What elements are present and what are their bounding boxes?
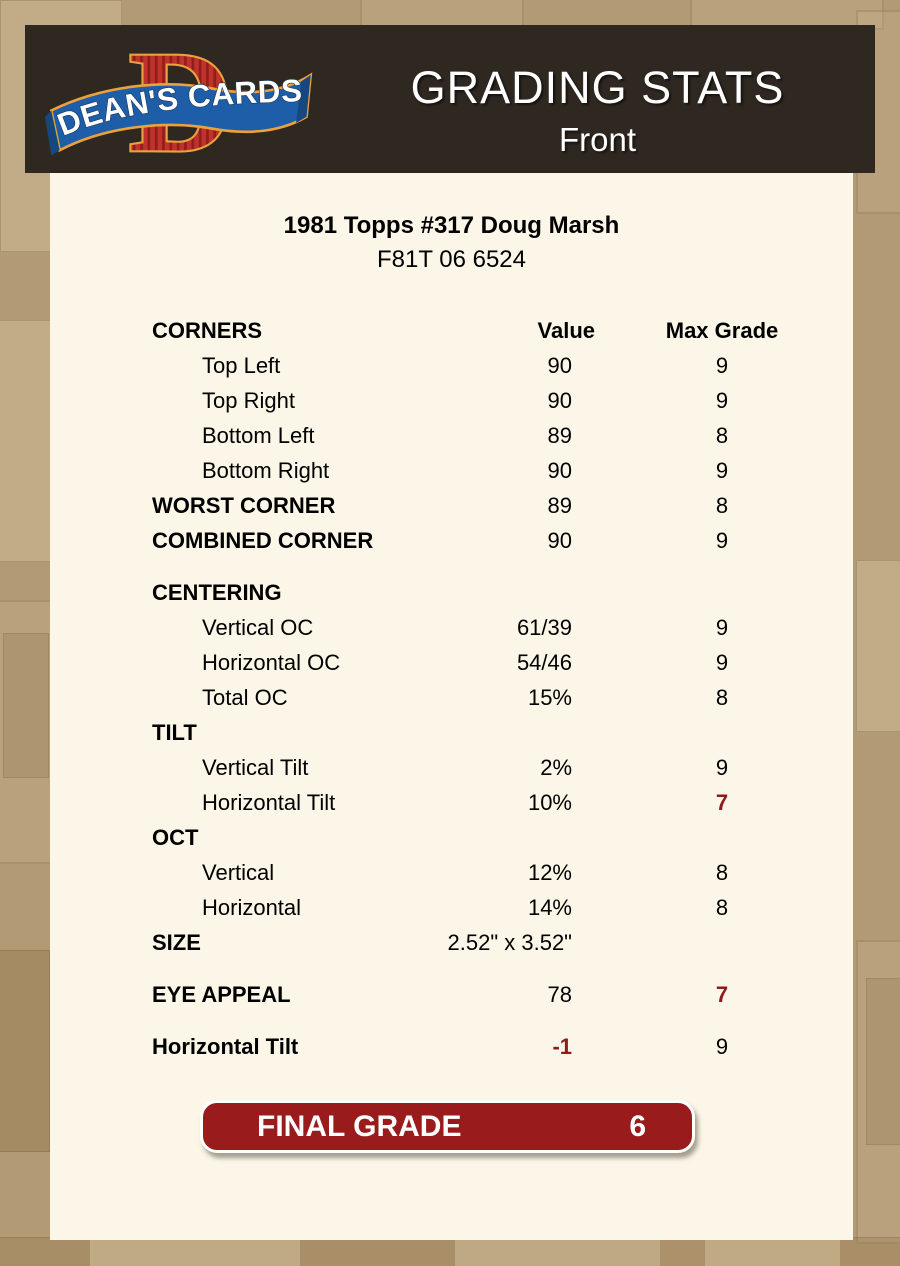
cell-grade: 9 [715,614,729,640]
card-serial-number: F81T 06 6524 [376,246,526,273]
cell-grade: Max Grade [665,317,779,343]
cell-value: 15% [527,684,572,710]
header: D DEAN'S CARDS GRADING STATS Front [25,25,875,173]
cell-label: Horizontal [202,894,302,920]
cell-label: CENTERING [152,579,282,605]
cell-label: OCT [152,824,199,850]
cell-value: 14% [527,894,572,920]
page-subtitle: Front [558,121,637,158]
cell-value: 2% [540,754,572,780]
cell-value: 61/39 [516,614,572,640]
cell-value: 90 [547,352,572,378]
cell-label: Vertical [202,859,275,885]
table-row: Horizontal OC 54/46 9 [152,645,852,680]
logo-ribbon-fold [296,74,311,124]
table-row: SIZE 2.52" x 3.52" [152,925,852,960]
cell-grade: 8 [715,859,729,885]
cell-value: 89 [547,492,572,518]
cell-value: 89 [547,422,572,448]
table-row: Horizontal Tilt 10% 7 [152,785,852,820]
cell-value: 54/46 [516,649,572,675]
cell-grade: 9 [715,457,729,483]
card-title: 1981 Topps #317 Doug Marsh [283,212,620,239]
table-row: Top Right 90 9 [152,383,852,418]
table-row: Vertical 12% 8 [152,855,852,890]
cell-value: -1 [552,1033,572,1059]
background-card [0,950,50,1152]
page-title: GRADING STATS [410,62,785,113]
background-card [0,600,58,864]
cell-value: 90 [547,387,572,413]
cell-label: Vertical OC [202,614,314,640]
cell-grade: 8 [715,492,729,518]
cell-label: WORST CORNER [152,492,336,518]
final-grade-button[interactable]: FINAL GRADE 6 [200,1100,695,1153]
cell-label: TILT [152,719,197,745]
cell-label: EYE APPEAL [152,981,291,1007]
table-row: TILT [152,715,852,750]
cell-label: Horizontal Tilt [202,789,336,815]
table-row: Bottom Right 90 9 [152,453,852,488]
cell-value: 12% [527,859,572,885]
background-card-strip [0,1237,900,1266]
table-row: COMBINED CORNER 90 9 [152,523,852,558]
final-grade-label: FINAL GRADE [257,1109,462,1143]
cell-grade: 9 [715,649,729,675]
table-row: WORST CORNER 89 8 [152,488,852,523]
table-row: Bottom Left 89 8 [152,418,852,453]
table-row: EYE APPEAL 78 7 [152,977,852,1012]
cell-grade: 9 [715,754,729,780]
cell-label: Top Right [202,387,295,413]
table-row: Total OC 15% 8 [152,680,852,715]
cell-grade: 9 [715,352,729,378]
table-row: Horizontal 14% 8 [152,890,852,925]
table-row: OCT [152,820,852,855]
cell-label: Top Left [202,352,281,378]
cell-value: 2.52" x 3.52" [447,929,572,955]
cell-grade: 8 [715,422,729,448]
cell-label: Vertical Tilt [202,754,309,780]
logo-ribbon-fold [45,110,60,156]
table-row: CENTERING [152,575,852,610]
cell-grade: 7 [715,981,729,1007]
header-text: GRADING STATS Front [325,25,870,173]
cell-value: 78 [547,981,572,1007]
table-header-row: CORNERS Value Max Grade [152,313,852,348]
cell-label: Total OC [202,684,288,710]
cell-label: COMBINED CORNER [152,527,374,553]
final-grade-value: 6 [629,1109,646,1143]
background-card [0,320,52,562]
cell-grade: 8 [715,894,729,920]
cell-grade: 8 [715,684,729,710]
table-row: Top Left 90 9 [152,348,852,383]
table-row: Vertical OC 61/39 9 [152,610,852,645]
cell-label: Horizontal OC [202,649,341,675]
cell-grade: 7 [715,789,729,815]
cell-label: Horizontal Tilt [152,1033,299,1059]
cell-value: 90 [547,457,572,483]
cell-value: 90 [547,527,572,553]
cell-grade: 9 [715,387,729,413]
background-card [856,560,900,732]
cell-label: Bottom Left [202,422,315,448]
cell-value: 10% [527,789,572,815]
deans-cards-logo[interactable]: D DEAN'S CARDS [45,29,317,169]
table-row: Horizontal Tilt -1 9 [152,1029,852,1064]
cell-value: Value [537,317,595,343]
cell-label: SIZE [152,929,201,955]
content-panel: 1981 Topps #317 Doug Marsh F81T 06 6524 … [50,173,853,1240]
cell-grade: 9 [715,527,729,553]
grades-table: CORNERS Value Max Grade Top Left 90 9 Top Righ… [152,313,852,1064]
cell-label: CORNERS [152,317,263,343]
background-card [856,940,900,1244]
cell-grade: 9 [715,1033,729,1059]
table-row: Vertical Tilt 2% 9 [152,750,852,785]
cell-label: Bottom Right [202,457,330,483]
